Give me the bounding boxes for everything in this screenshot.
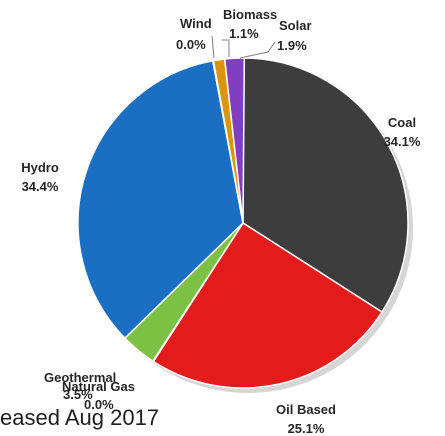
leader-line-wind	[211, 35, 215, 59]
slice-label-hydro: Hydro	[21, 160, 59, 175]
pie-slice-coal	[242, 57, 409, 314]
slice-value-oil-based: 25.1%	[288, 421, 325, 436]
pie-slices	[77, 57, 409, 389]
slice-value-coal: 34.1%	[384, 134, 421, 149]
pie-slice-hydro	[77, 59, 244, 340]
slice-value-solar: 1.9%	[277, 38, 307, 53]
slice-value-geothermal: 3.5%	[63, 387, 93, 402]
slice-label-solar: Solar	[279, 18, 312, 33]
slice-label-oil-based: Oil Based	[276, 402, 336, 417]
slice-label-biomass: Biomass	[223, 7, 277, 22]
slice-value-hydro: 34.4%	[22, 179, 59, 194]
slice-label-coal: Coal	[388, 115, 416, 130]
leader-line-solar	[239, 41, 276, 59]
leader-line-biomass	[222, 39, 230, 57]
slice-label-geothermal: Geothermal	[44, 370, 116, 385]
slice-value-biomass: 1.1%	[229, 26, 259, 41]
leader-lines	[211, 35, 276, 59]
caption-text: eased Aug 2017	[0, 405, 159, 430]
slice-value-natural-gas: 0.0%	[84, 397, 114, 412]
pie-slice-oil-based	[152, 221, 383, 389]
slice-label-natural-gas: Natural Gas	[62, 379, 135, 394]
slice-label-wind: Wind	[180, 16, 212, 31]
slice-value-wind: 0.0%	[176, 37, 206, 52]
pie-slice-solar	[223, 57, 246, 224]
